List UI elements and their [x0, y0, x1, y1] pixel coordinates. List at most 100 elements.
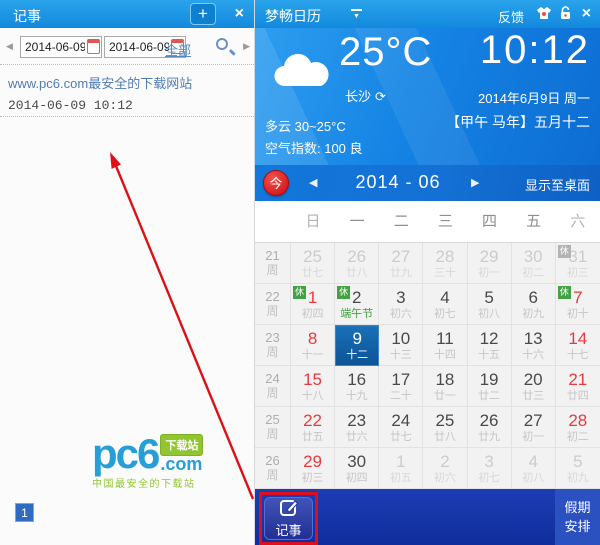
lunar-label: 初一: [478, 266, 501, 279]
lunar-label: 廿四: [566, 389, 589, 402]
day-cell-4[interactable]: 4 初七: [423, 284, 468, 325]
lunar-label: 初五: [389, 471, 412, 484]
note-list-item[interactable]: www.pc6.com最安全的下载网站 2014-06-09 10:12: [0, 66, 254, 119]
day-cell-3[interactable]: 3 初七: [467, 448, 512, 489]
day-cell-4[interactable]: 4 初八: [511, 448, 556, 489]
weekday-label: 日: [305, 213, 321, 230]
day-number: 25: [303, 246, 323, 266]
date-to-input[interactable]: [104, 36, 186, 58]
day-cell-30[interactable]: 30 初二: [511, 243, 556, 284]
skin-theme-icon[interactable]: [536, 6, 552, 25]
lunar-label: 初四: [301, 307, 324, 320]
lunar-label: 初二: [522, 266, 545, 279]
day-cell-5[interactable]: 5 初八: [467, 284, 512, 325]
next-month-icon[interactable]: ▶: [471, 177, 480, 189]
day-cell-23[interactable]: 23 廿六: [335, 407, 380, 448]
day-number: 21: [568, 369, 588, 389]
feedback-link[interactable]: 反馈: [497, 10, 524, 25]
day-cell-5[interactable]: 5 初九: [555, 448, 600, 489]
day-cell-29[interactable]: 29 初三: [291, 448, 336, 489]
cloud-icon: [269, 48, 331, 93]
day-cell-15[interactable]: 15 十八: [291, 366, 336, 407]
day-cell-6[interactable]: 6 初九: [511, 284, 556, 325]
day-cell-18[interactable]: 18 廿一: [423, 366, 468, 407]
lunar-date: 【甲午 马年】五月十二: [446, 114, 590, 130]
weekday-label: 五: [526, 213, 542, 230]
weekday-row: 日一二三四五六: [255, 201, 600, 242]
lock-icon[interactable]: [559, 6, 572, 25]
notes-prev-icon[interactable]: ◀: [6, 41, 13, 51]
day-cell-27[interactable]: 27 廿九: [379, 243, 424, 284]
notes-close-icon[interactable]: ×: [234, 5, 244, 22]
menu-dropdown-icon[interactable]: ▼: [351, 9, 362, 20]
holiday-schedule-button[interactable]: 假期 安排: [555, 489, 600, 545]
day-number: 5: [573, 451, 583, 471]
notes-next-icon[interactable]: ▶: [243, 41, 250, 51]
lunar-label: 十二: [346, 349, 369, 361]
today-button[interactable]: 今: [263, 170, 289, 196]
day-cell-20[interactable]: 20 廿三: [511, 366, 556, 407]
lunar-label: 廿二: [478, 389, 501, 402]
lunar-label: 廿八: [433, 430, 456, 443]
weekday-label: 六: [570, 213, 586, 230]
refresh-icon[interactable]: ⟳: [375, 89, 386, 104]
show-on-desktop-button[interactable]: 显示至桌面: [524, 178, 590, 193]
calendar-week-row: 22 周休 1 初四休 2 端午节 3 初六 4 初七 5 初八 6 初九休 7 初十: [255, 284, 600, 325]
day-cell-14[interactable]: 14 十七: [555, 325, 600, 366]
air-quality: 空气指数: 100 良: [265, 141, 363, 156]
search-icon[interactable]: [216, 38, 236, 57]
lunar-label: 十六: [522, 348, 545, 361]
all-notes-link[interactable]: 全部: [165, 43, 192, 58]
lunar-label: 廿一: [433, 389, 456, 402]
day-number: 11: [436, 328, 454, 348]
page-number-badge[interactable]: 1: [15, 503, 34, 522]
day-cell-24[interactable]: 24 廿七: [379, 407, 424, 448]
day-cell-2[interactable]: 2 初六: [423, 448, 468, 489]
day-cell-8[interactable]: 8 十一: [291, 325, 336, 366]
lunar-label: 十五: [478, 348, 501, 361]
day-cell-13[interactable]: 13 十六: [511, 325, 556, 366]
day-cell-30[interactable]: 30 初四: [335, 448, 380, 489]
lunar-label: 十七: [566, 348, 589, 361]
day-cell-3[interactable]: 3 初六: [379, 284, 424, 325]
day-cell-2[interactable]: 休 2 端午节: [335, 284, 380, 325]
day-cell-26[interactable]: 26 廿八: [335, 243, 380, 284]
gregorian-date: 2014年6月9日 周一: [478, 91, 590, 106]
prev-month-icon[interactable]: ◀: [309, 177, 318, 189]
day-cell-22[interactable]: 22 廿五: [291, 407, 336, 448]
calendar-grid: 21 周 25 廿七 26 廿八 27 廿九 28 三十 29 初一 30 初二休 31 初三 22 周休 1 初四休…: [255, 242, 600, 489]
day-cell-28[interactable]: 28 三十: [423, 243, 468, 284]
day-cell-26[interactable]: 26 廿九: [467, 407, 512, 448]
lunar-label: 廿七: [301, 266, 324, 279]
day-cell-7[interactable]: 休 7 初十: [555, 284, 600, 325]
lunar-label: 初六: [389, 307, 412, 320]
day-number: 4: [440, 287, 450, 307]
day-cell-21[interactable]: 21 廿四: [555, 366, 600, 407]
day-number: 18: [435, 369, 455, 389]
day-cell-11[interactable]: 11 十四: [423, 325, 468, 366]
day-cell-1[interactable]: 1 初五: [379, 448, 424, 489]
day-cell-29[interactable]: 29 初一: [467, 243, 512, 284]
day-cell-27[interactable]: 27 初一: [511, 407, 556, 448]
day-cell-25[interactable]: 25 廿七: [291, 243, 336, 284]
day-cell-12[interactable]: 12 十五: [467, 325, 512, 366]
add-note-button[interactable]: +: [190, 3, 216, 25]
day-cell-25[interactable]: 25 廿八: [423, 407, 468, 448]
day-number: 29: [303, 451, 323, 471]
note-shortcut-button[interactable]: 记事: [264, 497, 313, 540]
day-cell-17[interactable]: 17 二十: [379, 366, 424, 407]
day-number: 29: [479, 246, 499, 266]
weather-condition: 多云 30~25°C: [265, 119, 346, 134]
note-timestamp: 2014-06-09 10:12: [8, 98, 133, 113]
date-from-input[interactable]: [20, 36, 102, 58]
day-cell-1[interactable]: 休 1 初四: [291, 284, 336, 325]
day-cell-10[interactable]: 10 十三: [379, 325, 424, 366]
calendar-close-icon[interactable]: ×: [581, 5, 591, 22]
day-cell-31[interactable]: 休 31 初三: [555, 243, 600, 284]
day-cell-28[interactable]: 28 初二: [555, 407, 600, 448]
lunar-label: 十九: [345, 389, 368, 402]
day-number: 5: [484, 287, 494, 307]
day-cell-9[interactable]: 9 十二: [335, 325, 380, 366]
day-cell-19[interactable]: 19 廿二: [467, 366, 512, 407]
day-cell-16[interactable]: 16 十九: [335, 366, 380, 407]
